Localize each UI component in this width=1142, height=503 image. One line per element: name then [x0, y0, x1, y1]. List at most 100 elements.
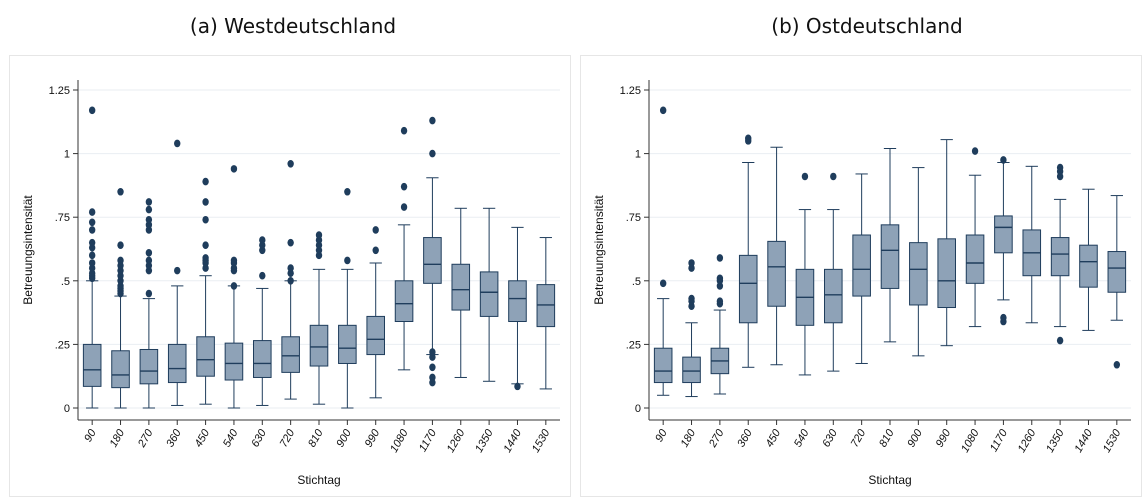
x-tick-label: 450	[764, 427, 784, 450]
x-tick-label: 1350	[1044, 427, 1067, 455]
box-1350	[479, 271, 499, 317]
x-tick-label: 990	[363, 427, 383, 450]
outlier-point	[688, 259, 695, 267]
y-axis-label: Betreuungsintensität	[21, 195, 35, 305]
outlier-point	[287, 238, 294, 247]
outlier-point	[716, 274, 724, 283]
chart-east-svg: 0 .25 .5 .75 1 1.25 Betreuungsintensität Sticht…	[592, 80, 1131, 487]
outlier-point	[88, 238, 96, 247]
outlier-point	[716, 297, 724, 305]
y-tick-label: .25	[626, 339, 641, 351]
outlier-point	[830, 172, 837, 181]
outlier-point	[1000, 156, 1007, 164]
outlier-point	[174, 139, 181, 148]
outlier-point	[659, 106, 667, 115]
x-tick-label: 1260	[445, 427, 468, 455]
outlier-point	[259, 236, 266, 244]
outlier-point	[202, 241, 209, 249]
x-tick-label: 1170	[417, 427, 440, 454]
x-tick-label: 1350	[473, 427, 496, 455]
outlier-point	[174, 266, 181, 275]
box-180	[682, 356, 701, 384]
outlier-point	[429, 363, 436, 372]
box-1170	[994, 215, 1013, 254]
x-tick-label: 450	[193, 427, 213, 450]
outlier-point	[88, 218, 96, 227]
outlier-point	[514, 382, 521, 391]
box-990	[937, 238, 956, 309]
outlier-point	[88, 251, 96, 260]
outlier-point	[202, 254, 209, 262]
chart-title-west: (a) Westdeutschland	[189, 14, 397, 38]
box-900	[909, 242, 928, 306]
outlier-point	[117, 256, 124, 265]
outlier-point	[688, 294, 695, 303]
outlier-point	[429, 149, 436, 158]
x-tick-label: 90	[653, 427, 670, 444]
outlier-point	[1056, 336, 1064, 345]
outlier-point	[117, 241, 124, 249]
outlier-point	[287, 159, 294, 168]
outlier-point	[344, 256, 351, 265]
outlier-point	[230, 165, 238, 173]
y-axis-label: Betreuungsintensität	[592, 195, 606, 305]
x-tick-label: 270	[135, 427, 156, 451]
box-1080	[965, 234, 985, 284]
x-tick-label: 720	[849, 427, 869, 450]
box-810	[309, 324, 329, 367]
outlier-point	[145, 256, 153, 265]
outlier-point	[971, 147, 979, 155]
outlier-point	[400, 126, 408, 135]
x-tick-label: 720	[278, 427, 298, 450]
x-tick-label: 270	[706, 427, 727, 451]
outlier-point	[1056, 163, 1064, 172]
y-tick-label: 1	[635, 149, 641, 161]
x-tick-label: 630	[249, 427, 269, 450]
outlier-point	[344, 187, 351, 196]
outlier-point	[400, 182, 408, 191]
x-tick-label: 1530	[530, 427, 553, 455]
y-tick-label: 1	[64, 149, 70, 161]
box-810	[880, 224, 900, 289]
box-1170	[423, 237, 442, 284]
outlier-point	[259, 271, 266, 280]
x-tick-label: 360	[164, 427, 184, 450]
y-tick-label: .75	[626, 212, 641, 224]
box-1440	[1079, 244, 1098, 288]
x-tick-label: 810	[306, 427, 326, 450]
y-tick-label: .25	[55, 339, 70, 351]
outlier-point	[145, 249, 153, 257]
outlier-point	[429, 116, 436, 125]
box-720	[852, 234, 871, 297]
outlier-point	[230, 256, 238, 265]
outlier-point	[716, 254, 724, 262]
y-tick-label: 1.25	[620, 85, 641, 97]
x-tick-label: 180	[679, 427, 699, 450]
chart-west-svg: 0 .25 .5 .75 1 1.25 Betreuungsintensität Sticht…	[21, 80, 560, 487]
outlier-point	[429, 373, 436, 382]
box-1440	[508, 280, 527, 323]
outlier-point	[315, 231, 323, 239]
outlier-point	[287, 277, 294, 285]
box-540	[224, 342, 244, 381]
outlier-point	[230, 282, 238, 290]
outlier-point	[88, 208, 96, 216]
outlier-point	[1000, 313, 1007, 322]
box-630	[824, 268, 843, 324]
box-630	[253, 340, 272, 378]
outlier-point	[202, 198, 209, 206]
x-tick-label: 1080	[388, 427, 411, 455]
x-tick-label: 1170	[988, 427, 1011, 454]
outlier-point	[429, 348, 436, 356]
x-tick-label: 1260	[1016, 427, 1039, 455]
outlier-point	[145, 215, 153, 224]
chart-panel-east: 0 .25 .5 .75 1 1.25 Betreuungsintensität Sticht…	[580, 55, 1142, 497]
outlier-point	[145, 289, 153, 298]
outlier-point	[88, 226, 96, 234]
outlier-point	[287, 264, 294, 272]
x-axis-label: Stichtag	[297, 473, 340, 487]
box-990	[366, 315, 385, 356]
box-1350	[1050, 237, 1070, 277]
y-tick-label: .75	[55, 212, 70, 224]
x-tick-label: 180	[108, 427, 128, 450]
